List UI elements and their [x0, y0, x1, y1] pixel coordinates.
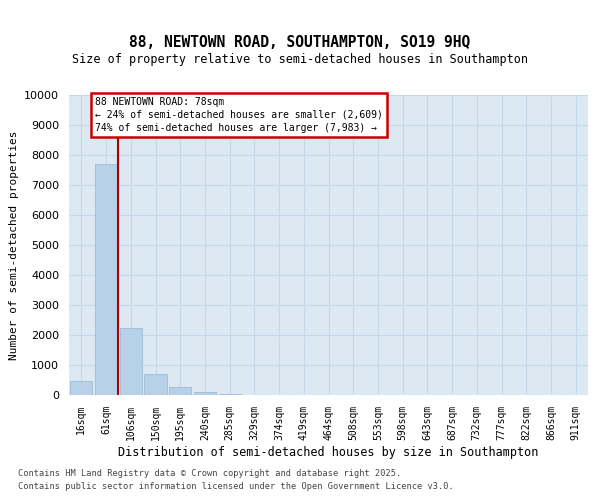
Text: Contains HM Land Registry data © Crown copyright and database right 2025.: Contains HM Land Registry data © Crown c…	[18, 468, 401, 477]
X-axis label: Distribution of semi-detached houses by size in Southampton: Distribution of semi-detached houses by …	[118, 446, 539, 458]
Bar	[145, 374, 167, 395]
Y-axis label: Number of semi-detached properties: Number of semi-detached properties	[9, 130, 19, 360]
Text: Size of property relative to semi-detached houses in Southampton: Size of property relative to semi-detach…	[72, 53, 528, 66]
Text: 88, NEWTOWN ROAD, SOUTHAMPTON, SO19 9HQ: 88, NEWTOWN ROAD, SOUTHAMPTON, SO19 9HQ	[130, 35, 470, 50]
Bar	[194, 392, 216, 395]
Bar	[70, 380, 92, 395]
Bar	[218, 394, 241, 395]
Bar	[169, 386, 191, 395]
Bar	[95, 164, 117, 395]
Bar	[119, 328, 142, 395]
Text: 88 NEWTOWN ROAD: 78sqm
← 24% of semi-detached houses are smaller (2,609)
74% of : 88 NEWTOWN ROAD: 78sqm ← 24% of semi-det…	[95, 96, 383, 133]
Text: Contains public sector information licensed under the Open Government Licence v3: Contains public sector information licen…	[18, 482, 454, 491]
